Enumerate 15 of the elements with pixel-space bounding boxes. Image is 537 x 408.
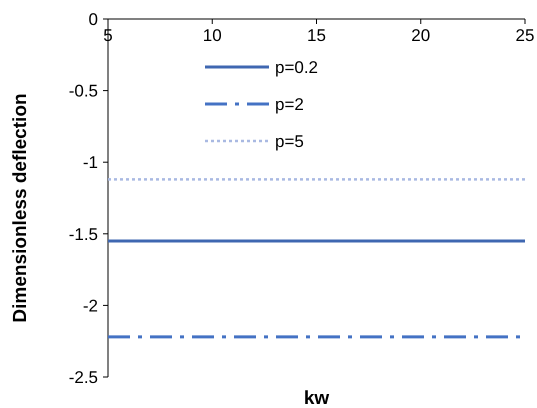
x-tick-label: 20	[411, 26, 430, 45]
x-tick-label: 25	[516, 26, 534, 45]
y-axis-title: Dimensionless deflection	[10, 93, 31, 323]
y-tick-label: -2.5	[68, 368, 98, 387]
y-tick-label: -0.5	[68, 82, 98, 101]
y-tick-label: 0	[88, 10, 98, 29]
legend-label: p=2	[275, 94, 304, 114]
y-tick-label: -2	[82, 296, 98, 316]
y-tick-label: -1	[82, 153, 98, 172]
legend-label: p=5	[275, 132, 304, 151]
x-tick-label: 15	[307, 26, 326, 45]
x-tick-label: 10	[202, 26, 222, 45]
legend-label: p=0.2	[275, 58, 318, 77]
x-axis-title: kw	[304, 388, 330, 408]
y-tick-label: -1.5	[68, 224, 98, 244]
